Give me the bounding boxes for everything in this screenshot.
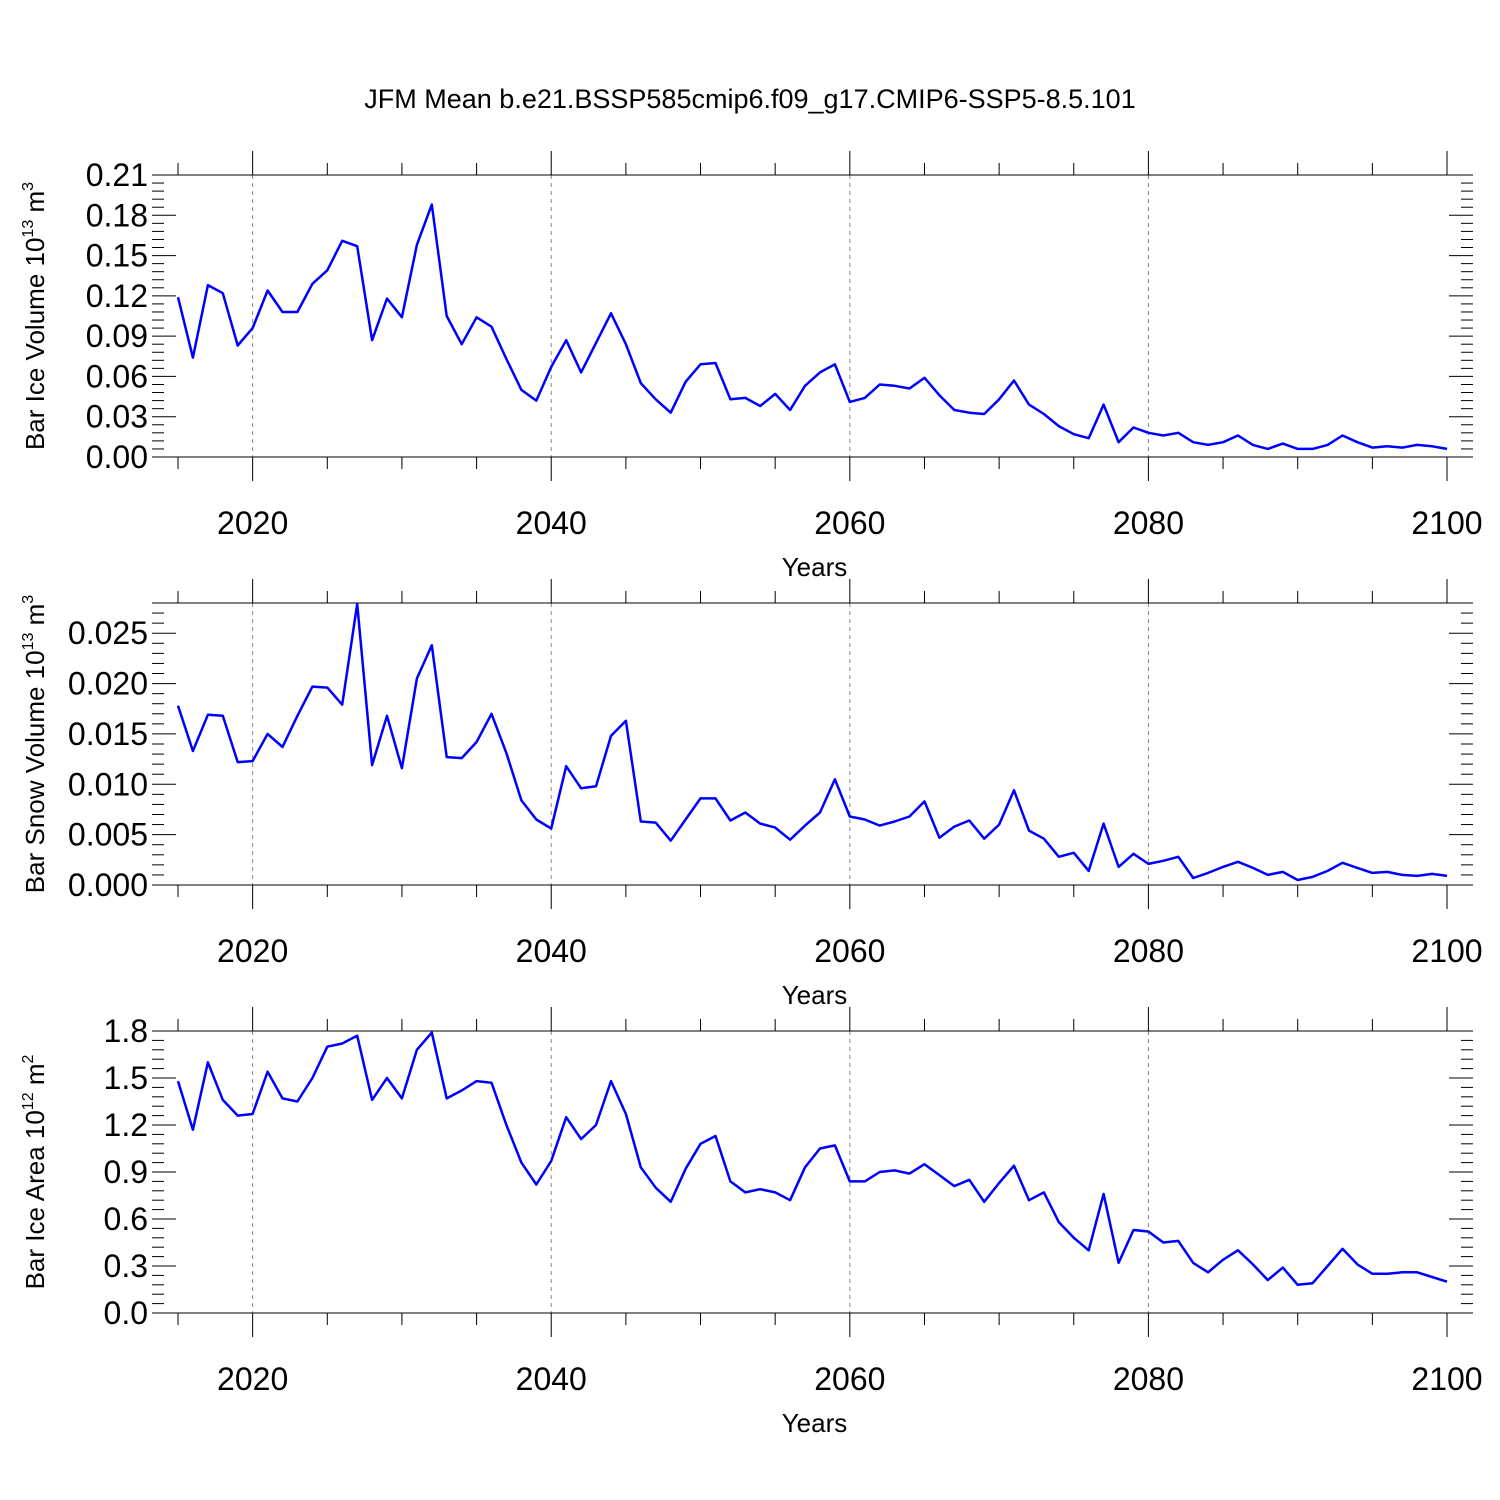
ice-volume-x-axis-label: Years	[782, 552, 848, 582]
ice-volume-x-tick-label: 2100	[1411, 505, 1482, 541]
ice-volume-y-tick-label: 0.00	[86, 439, 148, 475]
ice-area-panel: 2020 2040 2060 2080 2100 0.0 0.3 0.6 0.9 1.2 1.5 1.…	[20, 1007, 1483, 1438]
ice-area-y-tick-label: 0.0	[104, 1295, 148, 1331]
snow-volume-x-tick-label: 2040	[516, 933, 587, 969]
ice-volume-y-axis-label-superscript: 3	[20, 182, 37, 191]
snow-volume-y-tick-label: 0.010	[68, 766, 148, 802]
ice-volume-y-tick-label: 0.21	[86, 157, 148, 193]
ice-volume-y-tick-label: 0.12	[86, 278, 148, 314]
ice-area-x-tick-label: 2020	[217, 1361, 288, 1397]
ice-volume-series-line	[176, 203, 1448, 451]
snow-volume-y-tick-label: 0.025	[68, 615, 148, 651]
ice-area-y-axis-label-superscript: 12	[20, 1092, 37, 1110]
snow-volume-series-line	[176, 602, 1448, 882]
ice-volume-y-tick-label: 0.06	[86, 358, 148, 394]
ice-volume-y-axis-label: Bar Ice Volume 1013 m3	[20, 182, 50, 450]
snow-volume-y-axis-label: Bar Snow Volume 1013 m3	[20, 595, 50, 894]
ice-volume-y-tick-label: 0.03	[86, 399, 148, 435]
ice-volume-x-tick-label: 2080	[1113, 505, 1184, 541]
ice-area-y-tick-label: 0.9	[104, 1154, 148, 1190]
ice-area-x-axis-label: Years	[782, 1408, 848, 1438]
ice-area-y-axis-label-superscript: 2	[20, 1054, 37, 1063]
ice-volume-y-axis-label-superscript: 13	[20, 220, 37, 238]
ice-volume-y-tick-label: 0.18	[86, 197, 148, 233]
ice-area-x-tick-label: 2060	[814, 1361, 885, 1397]
snow-volume-x-tick-label: 2080	[1113, 933, 1184, 969]
snow-volume-y-tick-label: 0.020	[68, 666, 148, 702]
snow-volume-x-axis-label: Years	[782, 980, 848, 1010]
figure-title: JFM Mean b.e21.BSSP585cmip6.f09_g17.CMIP…	[364, 84, 1136, 114]
ice-area-y-axis-label: Bar Ice Area 1012 m2	[20, 1054, 50, 1289]
snow-volume-y-axis-label-superscript: 3	[20, 595, 37, 604]
ice-area-x-tick-label: 2100	[1411, 1361, 1482, 1397]
snow-volume-y-tick-label: 0.015	[68, 716, 148, 752]
ice-area-series-line	[176, 1031, 1448, 1287]
ice-area-y-tick-label: 1.5	[104, 1060, 148, 1096]
snow-volume-y-axis-label-text: Bar Snow Volume 10	[20, 650, 50, 893]
ice-volume-y-axis-label-text: Bar Ice Volume 10	[20, 238, 50, 450]
ice-area-y-tick-label: 1.8	[104, 1013, 148, 1049]
ice-area-x-tick-label: 2080	[1113, 1361, 1184, 1397]
ice-area-x-tick-label: 2040	[516, 1361, 587, 1397]
snow-volume-x-tick-label: 2060	[814, 933, 885, 969]
ice-volume-y-tick-label: 0.09	[86, 318, 148, 354]
snow-volume-y-tick-label: 0.000	[68, 867, 148, 903]
ice-volume-y-tick-label: 0.15	[86, 238, 148, 274]
ice-area-y-tick-label: 1.2	[104, 1107, 148, 1143]
snow-volume-y-axis-label-superscript: 13	[20, 632, 37, 650]
ice-volume-x-tick-label: 2020	[217, 505, 288, 541]
snow-volume-x-tick-label: 2020	[217, 933, 288, 969]
snow-volume-y-axis-label-text: m	[20, 604, 50, 633]
ice-area-y-axis-label-text: Bar Ice Area 10	[20, 1110, 50, 1289]
ice-volume-x-tick-label: 2040	[516, 505, 587, 541]
ice-area-y-tick-label: 0.6	[104, 1201, 148, 1237]
snow-volume-panel: 2020 2040 2060 2080 2100 0.000 0.005 0.010 0.015…	[20, 579, 1483, 1010]
snow-volume-x-tick-label: 2100	[1411, 933, 1482, 969]
ice-area-y-axis-label-text: m	[20, 1063, 50, 1092]
snow-volume-y-tick-label: 0.005	[68, 817, 148, 853]
ice-volume-y-axis-label-text: m	[20, 191, 50, 220]
ice-area-y-tick-label: 0.3	[104, 1248, 148, 1284]
ice-volume-x-tick-label: 2060	[814, 505, 885, 541]
ice-volume-panel: 2020 2040 2060 2080 2100 0.00 0.03 0.06 0.09 0.12…	[20, 151, 1483, 582]
